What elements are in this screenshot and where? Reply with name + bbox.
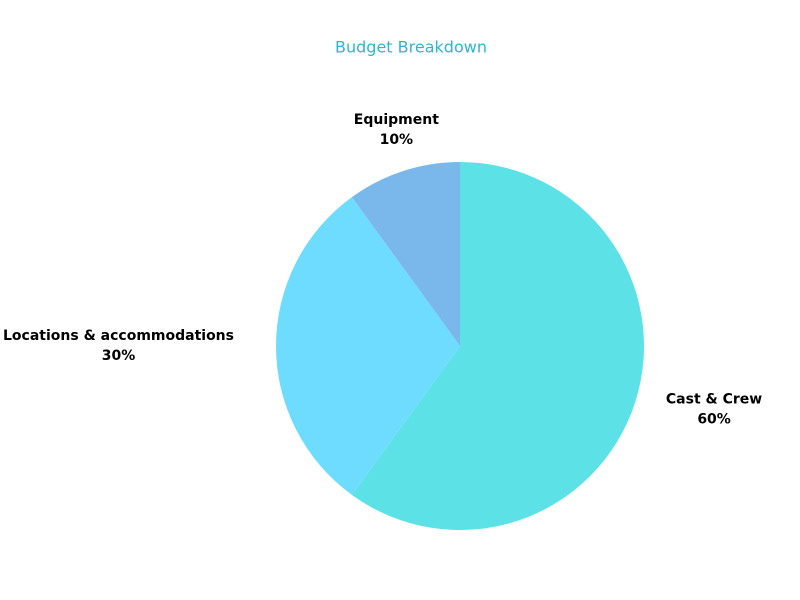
slice-value-label: 30% (102, 348, 136, 364)
pie-slice (351, 162, 644, 530)
slice-label: Locations & accommodations (3, 328, 234, 344)
slice-value-label: 60% (697, 412, 731, 428)
slice-label: Equipment (354, 112, 439, 128)
slice-label: Cast & Crew (666, 392, 762, 408)
pie-slice (275, 197, 460, 495)
pie-slice (351, 162, 460, 346)
slice-value-label: 10% (380, 132, 414, 148)
chart-title: Budget Breakdown (335, 38, 487, 57)
